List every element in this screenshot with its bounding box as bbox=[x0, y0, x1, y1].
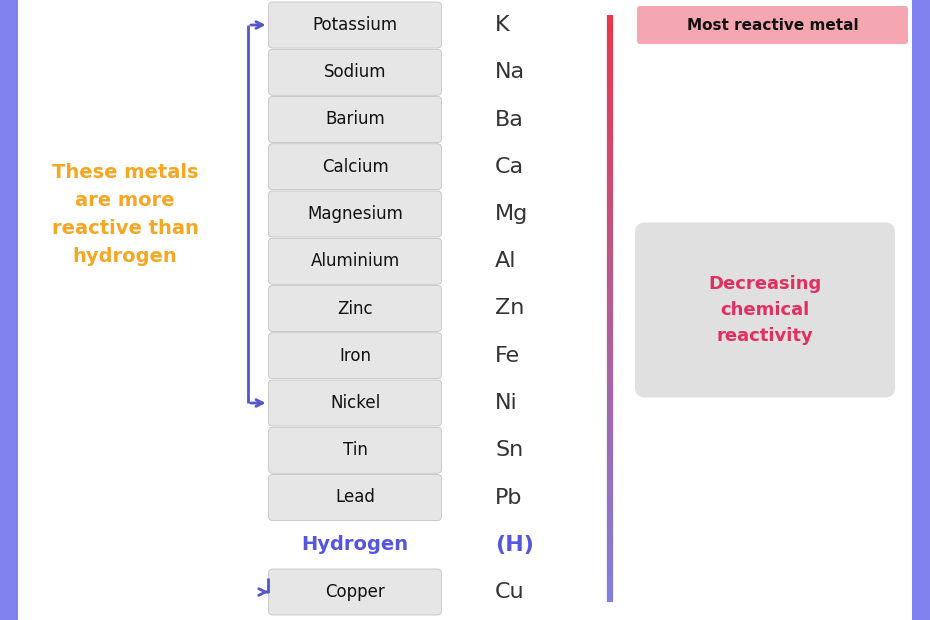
Text: Most reactive metal: Most reactive metal bbox=[686, 17, 858, 32]
FancyBboxPatch shape bbox=[269, 474, 442, 521]
Text: Al: Al bbox=[495, 251, 516, 272]
Text: Pb: Pb bbox=[495, 487, 523, 508]
Text: Nickel: Nickel bbox=[330, 394, 380, 412]
Text: Cu: Cu bbox=[495, 582, 525, 602]
Text: Ca: Ca bbox=[495, 157, 525, 177]
Text: Sn: Sn bbox=[495, 440, 524, 460]
Text: Zn: Zn bbox=[495, 298, 525, 319]
FancyBboxPatch shape bbox=[635, 223, 895, 397]
FancyBboxPatch shape bbox=[269, 2, 442, 48]
FancyBboxPatch shape bbox=[269, 380, 442, 426]
Text: Sodium: Sodium bbox=[324, 63, 386, 81]
Text: Na: Na bbox=[495, 62, 525, 82]
Text: Zinc: Zinc bbox=[338, 299, 373, 317]
Text: Aluminium: Aluminium bbox=[311, 252, 400, 270]
Text: Decreasing
chemical
reactivity: Decreasing chemical reactivity bbox=[709, 275, 821, 345]
FancyBboxPatch shape bbox=[0, 0, 18, 620]
FancyBboxPatch shape bbox=[269, 427, 442, 473]
FancyBboxPatch shape bbox=[269, 569, 442, 615]
Text: Mg: Mg bbox=[495, 204, 528, 224]
Text: Fe: Fe bbox=[495, 346, 520, 366]
FancyBboxPatch shape bbox=[269, 285, 442, 332]
Text: Hydrogen: Hydrogen bbox=[301, 535, 408, 554]
Text: Barium: Barium bbox=[326, 110, 385, 128]
Text: Lead: Lead bbox=[335, 489, 375, 507]
FancyBboxPatch shape bbox=[269, 191, 442, 237]
Text: Magnesium: Magnesium bbox=[307, 205, 403, 223]
Text: Iron: Iron bbox=[339, 347, 371, 365]
Text: K: K bbox=[495, 15, 510, 35]
FancyBboxPatch shape bbox=[269, 144, 442, 190]
FancyBboxPatch shape bbox=[637, 6, 908, 44]
Text: Tin: Tin bbox=[342, 441, 367, 459]
Text: Copper: Copper bbox=[326, 583, 385, 601]
Text: (H): (H) bbox=[495, 534, 534, 555]
FancyBboxPatch shape bbox=[269, 49, 442, 95]
Text: These metals
are more
reactive than
hydrogen: These metals are more reactive than hydr… bbox=[51, 162, 198, 265]
Text: Ba: Ba bbox=[495, 110, 524, 130]
FancyBboxPatch shape bbox=[269, 97, 442, 143]
FancyBboxPatch shape bbox=[269, 238, 442, 284]
Text: Calcium: Calcium bbox=[322, 157, 389, 175]
Text: Ni: Ni bbox=[495, 393, 518, 413]
FancyBboxPatch shape bbox=[269, 333, 442, 379]
Text: Potassium: Potassium bbox=[312, 16, 397, 34]
FancyBboxPatch shape bbox=[912, 0, 930, 620]
